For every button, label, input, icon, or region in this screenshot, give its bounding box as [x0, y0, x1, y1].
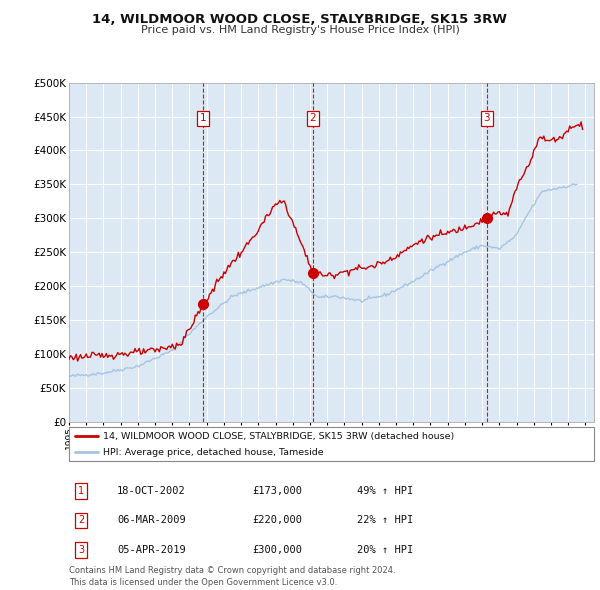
Text: £173,000: £173,000 — [252, 486, 302, 496]
Text: 05-APR-2019: 05-APR-2019 — [117, 545, 186, 555]
Text: 22% ↑ HPI: 22% ↑ HPI — [357, 516, 413, 525]
Text: 1: 1 — [200, 113, 206, 123]
Text: Price paid vs. HM Land Registry's House Price Index (HPI): Price paid vs. HM Land Registry's House … — [140, 25, 460, 35]
Text: HPI: Average price, detached house, Tameside: HPI: Average price, detached house, Tame… — [103, 448, 324, 457]
Text: £300,000: £300,000 — [252, 545, 302, 555]
Text: 20% ↑ HPI: 20% ↑ HPI — [357, 545, 413, 555]
Text: £220,000: £220,000 — [252, 516, 302, 525]
Text: 14, WILDMOOR WOOD CLOSE, STALYBRIDGE, SK15 3RW: 14, WILDMOOR WOOD CLOSE, STALYBRIDGE, SK… — [92, 13, 508, 26]
Text: 18-OCT-2002: 18-OCT-2002 — [117, 486, 186, 496]
Text: 2: 2 — [78, 516, 84, 525]
Text: 49% ↑ HPI: 49% ↑ HPI — [357, 486, 413, 496]
Text: 3: 3 — [78, 545, 84, 555]
Text: 14, WILDMOOR WOOD CLOSE, STALYBRIDGE, SK15 3RW (detached house): 14, WILDMOOR WOOD CLOSE, STALYBRIDGE, SK… — [103, 431, 454, 441]
Text: Contains HM Land Registry data © Crown copyright and database right 2024.
This d: Contains HM Land Registry data © Crown c… — [69, 566, 395, 587]
Text: 1: 1 — [78, 486, 84, 496]
Text: 3: 3 — [484, 113, 490, 123]
Text: 06-MAR-2009: 06-MAR-2009 — [117, 516, 186, 525]
Text: 2: 2 — [310, 113, 316, 123]
